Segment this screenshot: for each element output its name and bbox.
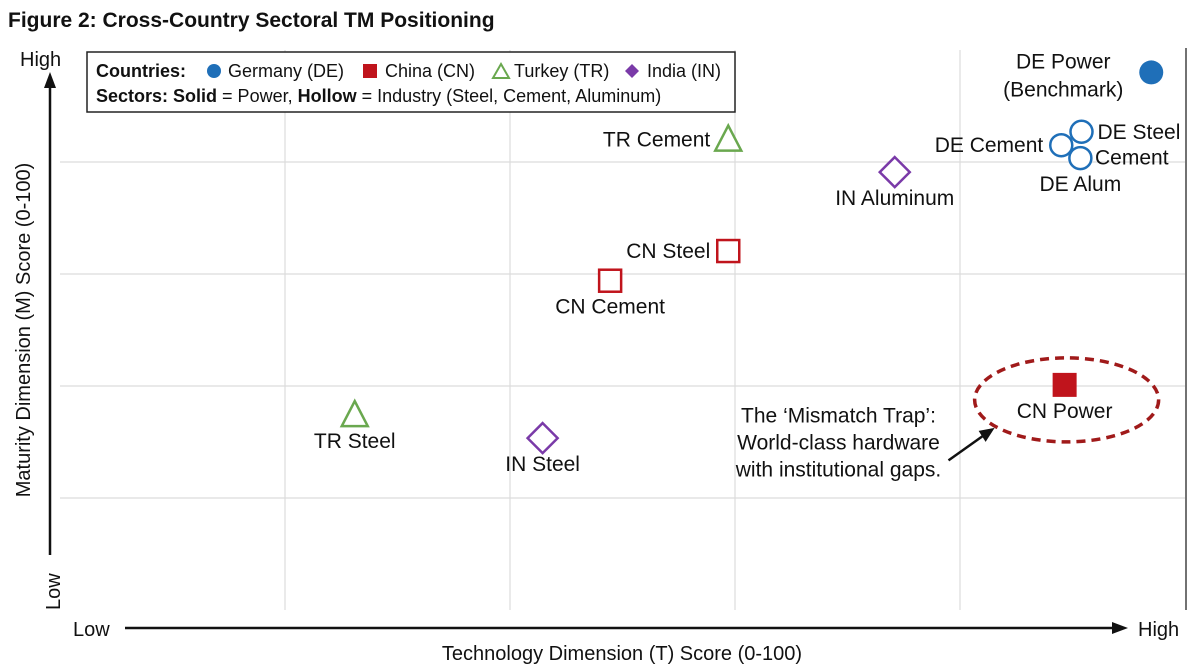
point-in-aluminum-label: IN Aluminum [835, 187, 954, 210]
annotation-arrow [947, 430, 990, 462]
mismatch-annotation: The ‘Mismatch Trap’: World-class hardware… [735, 356, 1161, 481]
legend-triangle-icon [491, 61, 511, 79]
point-cn-power-square-marker [1052, 372, 1077, 397]
point-de-alum-circle-marker [1068, 145, 1093, 171]
legend-sectors: Sectors: Solid = Power, Hollow = Industr… [96, 86, 661, 106]
annotation-line: World-class hardware [737, 431, 940, 454]
point-cn-power-label: CN Power [1017, 400, 1113, 423]
legend-countries-title: Countries: [96, 61, 186, 81]
point-de-power-label-line2: (Benchmark) [1003, 78, 1123, 101]
point-tr-steel-triangle-marker [339, 398, 370, 428]
point-de-power-circle-marker [1139, 60, 1164, 85]
point-de-steel-circle-marker [1069, 119, 1094, 145]
x-high-label: High [1138, 619, 1179, 641]
y-axis-title: Maturity Dimension (M) Score (0-100) [13, 163, 35, 498]
point-tr-cement-label: TR Cement [603, 129, 711, 152]
data-points: DE Power (Benchmark) DE Steel DE Cement DE A… [314, 50, 1180, 476]
annotation-line: with institutional gaps. [735, 458, 941, 481]
y-high-label: High [20, 49, 61, 71]
point-in-steel-diamond-marker [525, 421, 560, 455]
legend-germany: Germany (DE) [228, 61, 344, 81]
extra-label: Cement [1095, 147, 1169, 170]
legend-diamond-icon [625, 64, 639, 78]
point-in-steel-label: IN Steel [505, 453, 580, 476]
point-tr-steel-label: TR Steel [314, 430, 396, 453]
point-in-aluminum-diamond-marker [877, 155, 912, 189]
point-de-alum-label: DE Alum [1040, 173, 1122, 196]
point-de-steel-label: DE Steel [1098, 121, 1181, 144]
highlight-ellipse [972, 356, 1161, 444]
x-axis-title: Technology Dimension (T) Score (0-100) [442, 643, 802, 665]
legend-turkey: Turkey (TR) [514, 61, 609, 81]
point-cn-steel-label: CN Steel [626, 240, 710, 263]
grid [60, 50, 1185, 610]
y-low-label: Low [43, 573, 65, 610]
arrowhead-icon [978, 427, 995, 442]
point-tr-cement-triangle-marker [713, 122, 744, 152]
chart-title: Figure 2: Cross-Country Sectoral TM Posi… [8, 9, 495, 32]
legend-circle-icon [207, 64, 221, 78]
y-arrowhead-icon [44, 72, 56, 88]
legend-china: China (CN) [385, 61, 475, 81]
x-low-label: Low [73, 619, 110, 641]
point-cn-cement-square-marker [597, 268, 623, 293]
x-arrowhead-icon [1112, 622, 1128, 634]
legend: Countries: Germany (DE) China (CN) Turke… [86, 51, 736, 113]
point-cn-cement-label: CN Cement [555, 296, 665, 319]
legend-square-icon [363, 64, 377, 78]
point-de-power-label: DE Power [1016, 50, 1111, 73]
annotation-line: The ‘Mismatch Trap’: [741, 404, 936, 427]
point-cn-steel-square-marker [716, 238, 741, 264]
legend-box [86, 51, 736, 113]
point-de-cement-circle-marker [1049, 132, 1074, 158]
legend-india: India (IN) [647, 61, 721, 81]
point-de-cement-label: DE Cement [935, 134, 1044, 157]
